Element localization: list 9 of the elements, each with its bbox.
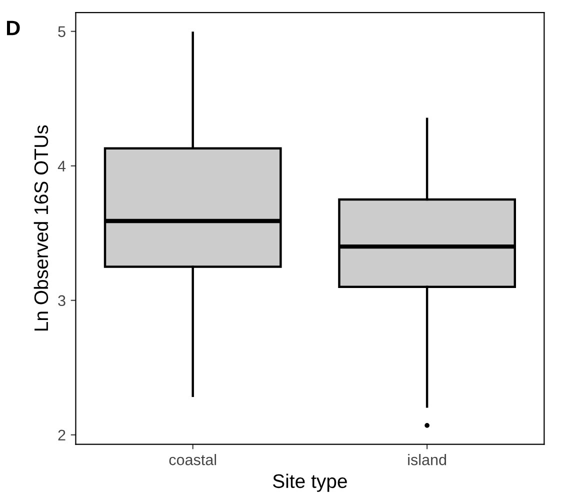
y-axis-title: Ln Observed 16S OTUs [34,125,48,331]
y-tick-label: 2 [58,430,66,440]
y-tick-label: 5 [58,26,66,38]
x-tick-label: island [408,454,446,466]
x-tick-label: coastal [169,454,216,466]
text: D [7,20,20,36]
y-tick-label: 3 [58,295,66,306]
y-tick-label: 4 [58,160,66,172]
x-axis-title: Site type [273,474,347,492]
